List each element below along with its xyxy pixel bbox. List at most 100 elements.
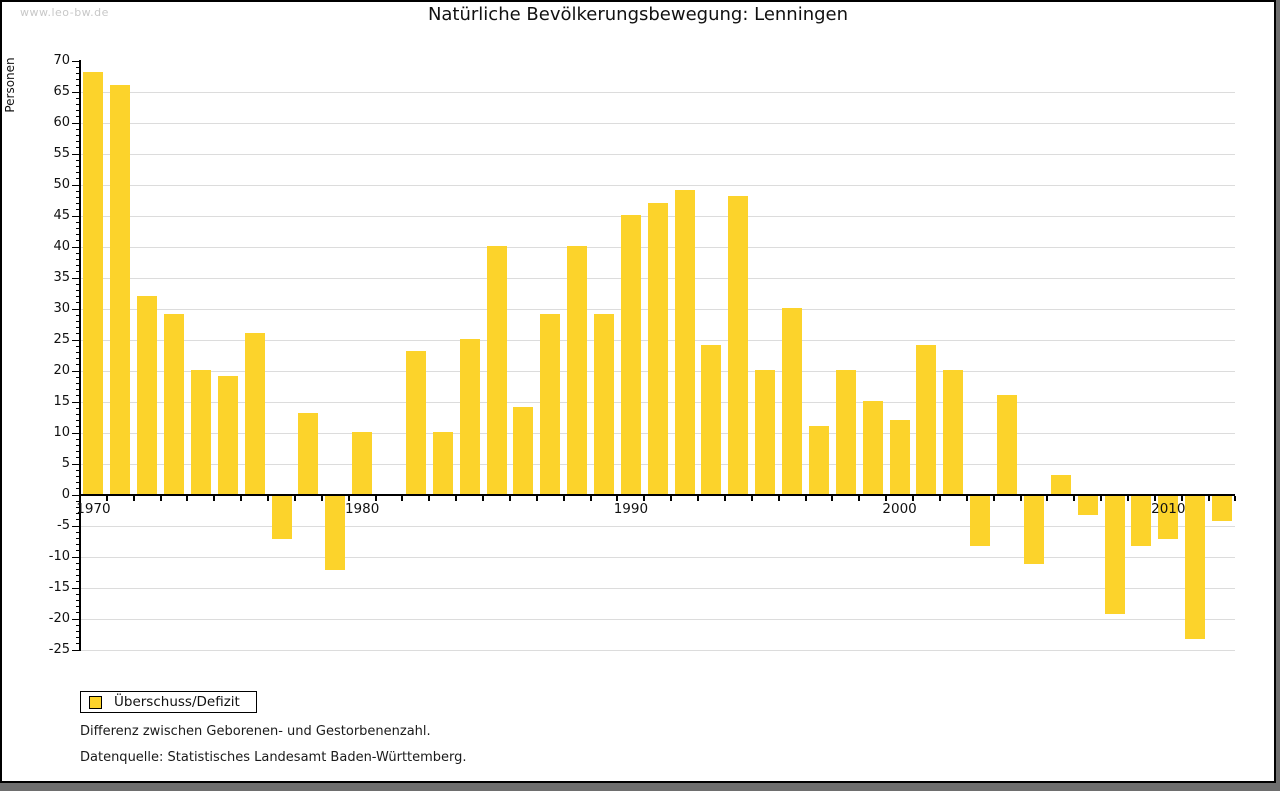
bar (862, 401, 883, 494)
bar (352, 432, 373, 494)
bar (997, 394, 1018, 494)
bar (244, 332, 265, 494)
y-minor-tick (75, 97, 79, 99)
x-tick-label: 2010 (1151, 501, 1186, 517)
y-tick-label: 20 (53, 363, 70, 378)
y-minor-tick (75, 482, 79, 484)
bar (486, 246, 507, 494)
x-tick (132, 496, 135, 501)
bar (567, 246, 588, 494)
bar (808, 425, 829, 494)
y-minor-tick (75, 258, 79, 260)
y-minor-tick (75, 302, 79, 304)
bar (1077, 496, 1098, 515)
bar (190, 370, 211, 494)
x-tick (858, 496, 861, 501)
y-gridline (80, 92, 1236, 93)
y-minor-tick (75, 110, 79, 112)
y-minor-tick (75, 234, 79, 236)
bar (1158, 496, 1179, 540)
x-tick (186, 496, 189, 501)
y-tick-label: 15 (53, 394, 70, 409)
y-minor-tick (75, 457, 79, 459)
bar (540, 314, 561, 494)
x-axis-line (79, 494, 1236, 496)
y-minor-tick (75, 376, 79, 378)
y-tick-label: -25 (48, 642, 70, 657)
legend-swatch-icon (89, 695, 102, 709)
x-tick (965, 496, 968, 501)
bar (889, 419, 910, 494)
bar (647, 202, 668, 494)
bar (1104, 496, 1125, 614)
y-minor-tick (75, 314, 79, 316)
y-tick-label: -10 (48, 549, 70, 564)
bar (137, 295, 158, 494)
y-major-tick (72, 184, 79, 186)
y-minor-tick (75, 85, 79, 87)
y-minor-tick (75, 252, 79, 254)
y-minor-tick (75, 271, 79, 273)
y-minor-tick (75, 364, 79, 366)
y-major-tick (72, 587, 79, 589)
y-tick-label: 40 (53, 239, 70, 254)
x-tick (213, 496, 216, 501)
y-major-tick (72, 91, 79, 93)
bar (970, 496, 991, 546)
y-major-tick (72, 246, 79, 248)
x-tick-label: 1970 (76, 501, 111, 517)
y-minor-tick (75, 581, 79, 583)
bar (325, 496, 346, 571)
y-minor-tick (75, 327, 79, 329)
y-minor-tick (75, 550, 79, 552)
x-tick (777, 496, 780, 501)
y-major-tick (72, 60, 79, 62)
x-tick (240, 496, 243, 501)
y-tick-label: 50 (53, 177, 70, 192)
y-minor-tick (75, 103, 79, 105)
bar (1050, 475, 1071, 494)
x-tick (1100, 496, 1103, 501)
y-minor-tick (75, 66, 79, 68)
x-tick (697, 496, 700, 501)
bar (1185, 496, 1206, 639)
y-minor-tick (75, 575, 79, 577)
y-minor-tick (75, 320, 79, 322)
bar (943, 370, 964, 494)
x-tick (428, 496, 431, 501)
y-minor-tick (75, 606, 79, 608)
y-minor-tick (75, 500, 79, 502)
y-major-tick (72, 494, 79, 496)
x-tick (670, 496, 673, 501)
y-gridline (80, 154, 1236, 155)
x-tick (1127, 496, 1129, 501)
x-tick-label: 1990 (613, 501, 649, 517)
y-minor-tick (75, 451, 79, 453)
x-tick (159, 496, 162, 501)
y-major-tick (72, 339, 79, 341)
bar (594, 314, 614, 494)
y-tick-label: 0 (61, 487, 70, 502)
bar (1023, 496, 1044, 565)
y-minor-tick (75, 413, 79, 415)
x-tick (455, 496, 458, 501)
y-tick-label: 25 (53, 332, 70, 347)
y-axis-line (79, 60, 81, 651)
y-minor-tick (75, 72, 79, 74)
legend: Überschuss/Defizit (80, 691, 257, 713)
y-minor-tick (75, 506, 79, 508)
y-minor-tick (75, 438, 79, 440)
y-major-tick (72, 401, 79, 403)
y-tick-label: 55 (53, 146, 70, 161)
y-minor-tick (75, 283, 79, 285)
y-minor-tick (75, 296, 79, 298)
bar (782, 308, 803, 494)
y-minor-tick (75, 568, 79, 570)
y-tick-label: 45 (53, 208, 70, 223)
y-gridline (80, 557, 1236, 558)
y-minor-tick (75, 209, 79, 211)
bar (459, 339, 480, 494)
bar (164, 314, 185, 494)
y-major-tick (72, 649, 79, 651)
bar (674, 190, 695, 494)
